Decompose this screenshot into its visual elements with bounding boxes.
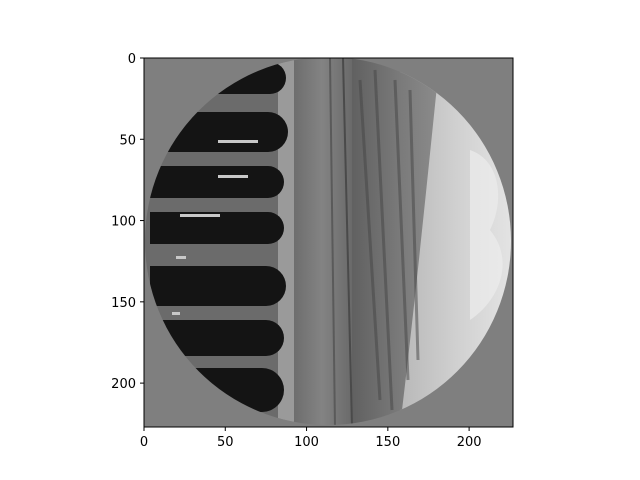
road-edge-line bbox=[342, 57, 353, 425]
hillside-texture bbox=[358, 69, 420, 411]
arch bbox=[150, 320, 284, 356]
axes-frame bbox=[143, 57, 514, 428]
bridge-parapet bbox=[278, 58, 294, 425]
road-edge-line bbox=[329, 57, 336, 425]
cloud-shape bbox=[470, 150, 503, 320]
road-region bbox=[292, 58, 352, 425]
arch bbox=[150, 266, 286, 306]
arch bbox=[150, 166, 284, 198]
arch bbox=[150, 212, 284, 244]
y-tick-label: 0 bbox=[128, 52, 136, 67]
y-tick-label: 200 bbox=[111, 377, 136, 392]
x-tick-label: 0 bbox=[140, 435, 148, 450]
x-tick-label: 100 bbox=[294, 435, 319, 450]
x-tick-label: 50 bbox=[217, 435, 234, 450]
y-tick-label: 50 bbox=[119, 133, 136, 148]
y-tick-label: 150 bbox=[111, 296, 136, 311]
x-axis: 0 50 100 150 200 bbox=[140, 427, 482, 450]
stone-highlights bbox=[172, 140, 258, 315]
y-tick-label: 100 bbox=[111, 215, 136, 230]
x-tick-label: 150 bbox=[375, 435, 400, 450]
y-axis: 0 50 100 150 200 bbox=[111, 52, 144, 392]
x-tick-label: 200 bbox=[457, 435, 482, 450]
